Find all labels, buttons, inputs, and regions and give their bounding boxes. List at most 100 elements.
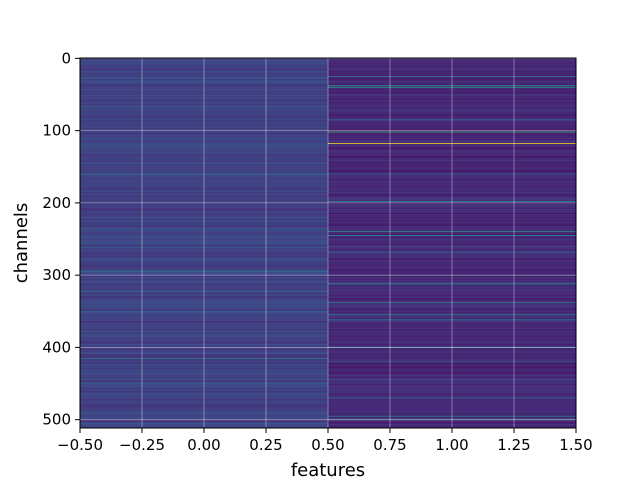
heatmap-cell [328, 212, 576, 214]
heatmap-cell [328, 285, 576, 287]
heatmap-cell [80, 107, 328, 109]
heatmap-cell [328, 114, 576, 116]
heatmap-cell [80, 241, 328, 243]
heatmap-cell [328, 227, 576, 229]
heatmap-cell [80, 128, 328, 130]
heatmap-cell [328, 128, 576, 130]
heatmap-cell [328, 198, 576, 200]
heatmap-cell [328, 284, 576, 286]
heatmap-cell [80, 159, 328, 161]
y-tick-label: 0 [61, 49, 71, 67]
heatmap-cell [328, 360, 576, 362]
heatmap-cell [328, 100, 576, 102]
heatmap-cell [328, 86, 576, 88]
heatmap-cell [80, 190, 328, 193]
heatmap-cell [328, 69, 576, 71]
heatmap-cell [328, 259, 576, 261]
heatmap-cell [328, 91, 576, 93]
heatmap-cell [328, 397, 576, 399]
heatmap-cell [80, 395, 328, 397]
heatmap-cell [80, 131, 328, 133]
heatmap-cell [328, 74, 576, 76]
heatmap-cell [328, 175, 576, 177]
heatmap-cell [328, 250, 576, 253]
heatmap-cell [80, 258, 328, 260]
heatmap-cell [328, 108, 576, 110]
heatmap-cell [80, 179, 328, 181]
heatmap-cell [80, 250, 328, 253]
heatmap-cell [328, 238, 576, 240]
heatmap-cell [328, 257, 576, 259]
heatmap-cell [80, 201, 328, 203]
heatmap-cell [328, 225, 576, 227]
heatmap-cell [80, 410, 328, 412]
heatmap-cell [80, 343, 328, 345]
heatmap-cell [328, 300, 576, 302]
heatmap-cell [328, 128, 576, 130]
heatmap-cell [328, 222, 576, 224]
heatmap-cell [328, 96, 576, 98]
heatmap-cell [80, 148, 328, 150]
heatmap-cell [80, 253, 328, 255]
heatmap-cell [328, 409, 576, 412]
heatmap-cell [80, 141, 328, 143]
x-axis-label: features [291, 460, 365, 480]
heatmap-cell [328, 211, 576, 213]
heatmap-cell [328, 149, 576, 151]
heatmap-cell [80, 58, 328, 60]
heatmap-cell [80, 383, 328, 385]
heatmap-cell [80, 130, 328, 133]
heatmap-cell [328, 349, 576, 351]
heatmap-cell [80, 149, 328, 151]
heatmap-cell [80, 417, 328, 419]
heatmap-cell [328, 183, 576, 185]
heatmap-cell [328, 325, 576, 327]
heatmap-cell [80, 348, 328, 350]
heatmap-cell [80, 116, 328, 118]
heatmap-cell [328, 214, 576, 216]
heatmap-cell [328, 283, 576, 285]
heatmap-cell [80, 230, 328, 232]
heatmap-cell [80, 376, 328, 378]
heatmap-cell [80, 367, 328, 369]
heatmap-cell [328, 311, 576, 313]
heatmap-cell [328, 76, 576, 78]
heatmap-cell [328, 306, 576, 308]
heatmap-cell [328, 293, 576, 295]
heatmap-cell [80, 353, 328, 355]
heatmap-cell [328, 262, 576, 264]
heatmap-cell [328, 326, 576, 328]
heatmap-cell [328, 164, 576, 167]
heatmap-cell [328, 399, 576, 401]
heatmap-cell [80, 206, 328, 208]
heatmap-cell [328, 340, 576, 342]
heatmap-cell [80, 339, 328, 341]
heatmap-cell [80, 339, 328, 341]
heatmap-cell [328, 241, 576, 243]
heatmap-cell [80, 266, 328, 268]
heatmap-cell [80, 401, 328, 404]
heatmap-cell [328, 374, 576, 376]
heatmap-cell [80, 149, 328, 151]
heatmap-cell [328, 384, 576, 386]
heatmap-cell [80, 291, 328, 293]
heatmap-cell [80, 373, 328, 375]
heatmap-cell [80, 176, 328, 178]
heatmap-cell [80, 368, 328, 370]
heatmap-cell [80, 181, 328, 183]
heatmap-cell [80, 394, 328, 396]
heatmap-cell [80, 362, 328, 364]
heatmap-cell [80, 261, 328, 263]
heatmap-cell [328, 146, 576, 148]
heatmap-cell [328, 354, 576, 356]
heatmap-cell [328, 160, 576, 162]
heatmap-cell [328, 281, 576, 283]
heatmap-cell [328, 178, 576, 180]
heatmap-cell [80, 107, 328, 109]
heatmap-cell [328, 198, 576, 200]
heatmap-cell [328, 64, 576, 66]
heatmap-cell [328, 323, 576, 326]
heatmap-cell [328, 179, 576, 181]
heatmap-cell [328, 383, 576, 385]
